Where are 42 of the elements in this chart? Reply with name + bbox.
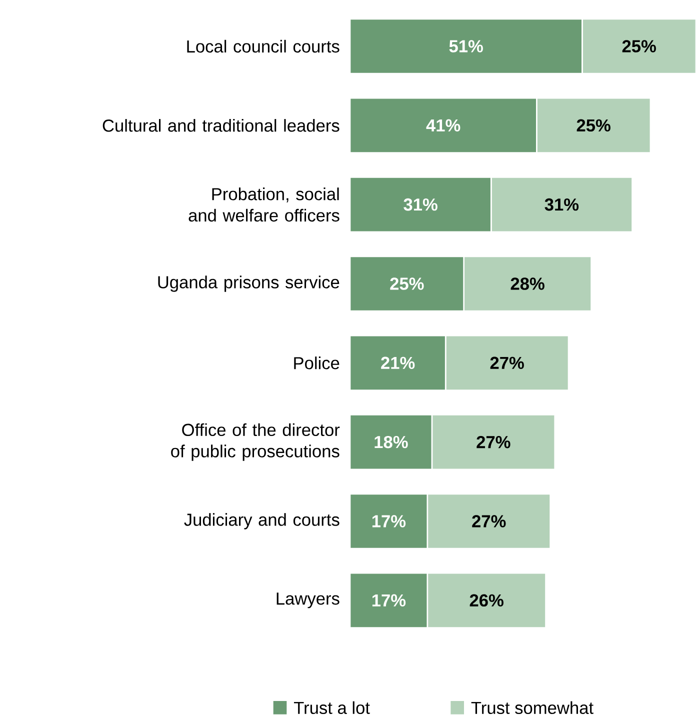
y-tick-label: Judiciary and courts bbox=[184, 513, 340, 530]
data-label: 28% bbox=[510, 278, 544, 290]
y-tick-label: Local council courts bbox=[187, 40, 340, 53]
y-tick-label: Police bbox=[294, 356, 340, 370]
bar bbox=[444, 334, 570, 391]
bar bbox=[350, 18, 583, 74]
data-label: 51% bbox=[449, 40, 483, 52]
y-tick-label: Cultural and traditional leaders bbox=[102, 119, 340, 132]
bar bbox=[350, 493, 428, 550]
data-label: 18% bbox=[374, 436, 408, 448]
bar bbox=[581, 18, 696, 74]
bar bbox=[350, 334, 446, 391]
data-label: 25% bbox=[390, 278, 424, 290]
bar bbox=[350, 97, 538, 154]
y-tick-label: Lawyers bbox=[276, 592, 340, 608]
bar bbox=[536, 97, 652, 154]
data-label: 31% bbox=[544, 198, 579, 211]
data-label: 27% bbox=[472, 515, 506, 528]
data-label: 17% bbox=[372, 515, 406, 528]
data-label: 25% bbox=[576, 119, 610, 132]
data-label: 41% bbox=[426, 119, 460, 132]
data-label: 25% bbox=[622, 40, 656, 52]
data-label: 21% bbox=[381, 356, 415, 370]
y-tick-label: Uganda prisons service bbox=[158, 276, 340, 292]
bar bbox=[463, 256, 592, 312]
y-tick-label: Probation, social and welfare officers bbox=[188, 188, 340, 222]
bar bbox=[431, 414, 556, 470]
y-tick-label: Office of the director of public prosecutions bbox=[171, 423, 340, 461]
legend-label: Trust somewhat bbox=[471, 701, 594, 714]
data-label: 27% bbox=[476, 436, 510, 448]
bar bbox=[350, 572, 428, 628]
bar bbox=[490, 176, 633, 233]
data-label: 27% bbox=[490, 356, 524, 370]
data-label: 17% bbox=[372, 594, 406, 606]
bar bbox=[426, 572, 546, 628]
bar bbox=[426, 493, 551, 550]
legend-label: Trust a lot bbox=[294, 701, 370, 714]
data-label: 26% bbox=[470, 594, 504, 607]
data-label: 31% bbox=[404, 198, 438, 211]
bar bbox=[350, 256, 464, 312]
bar bbox=[350, 176, 492, 233]
bar bbox=[350, 414, 433, 470]
